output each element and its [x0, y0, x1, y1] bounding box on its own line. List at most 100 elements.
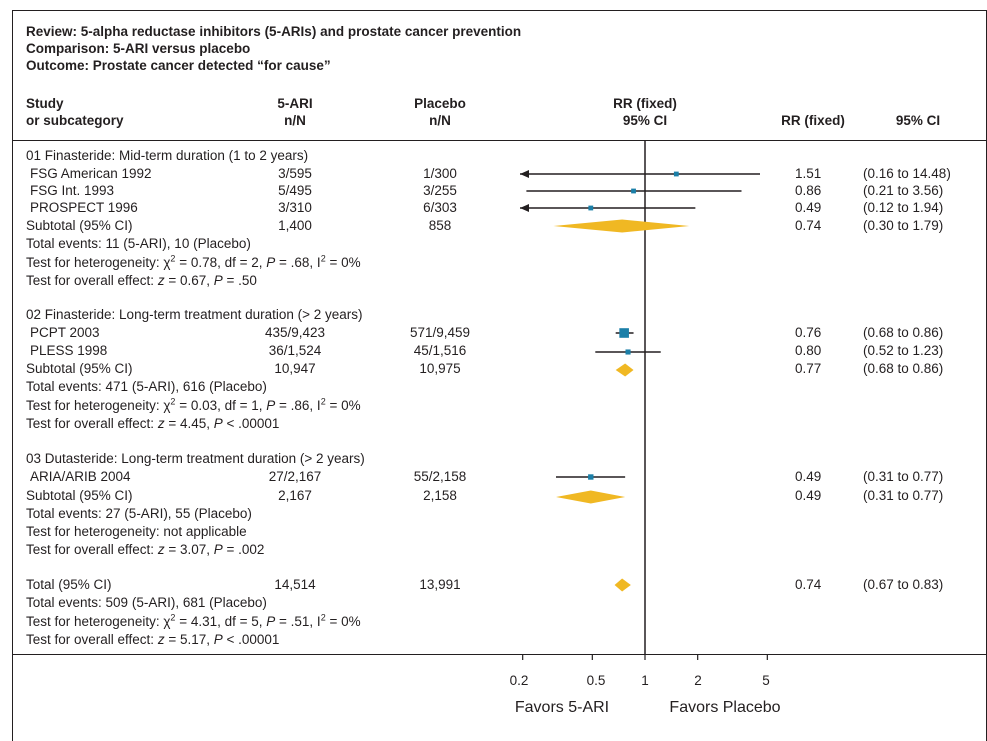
study-ari: 3/310 [278, 200, 312, 215]
study-ari: 435/9,423 [264, 325, 326, 340]
total-events: Total events: 27 (5-ARI), 55 (Placebo) [26, 506, 252, 521]
pooled-estimate-diamond [555, 490, 626, 504]
heterogeneity-test: Test for heterogeneity: χ2 = 4.31, df = … [26, 612, 361, 629]
tick-label: 1 [641, 673, 649, 688]
total-placebo: 13,991 [419, 577, 461, 592]
col-study: Study [26, 96, 64, 111]
study-estimate-square [588, 474, 594, 480]
study-rr: 0.86 [795, 183, 822, 198]
favors-5ari-label: Favors 5-ARI [514, 699, 610, 716]
subtotal-ari: 1,400 [278, 218, 312, 233]
study-ci: (0.21 to 3.56) [863, 183, 944, 198]
study-name: FSG Int. 1993 [30, 183, 115, 198]
study-estimate-square [588, 205, 594, 211]
heterogeneity-test: Test for heterogeneity: χ2 = 0.03, df = … [26, 396, 361, 413]
study-placebo: 55/2,158 [413, 469, 467, 484]
col-rr-plot: RR (fixed) [613, 96, 677, 111]
study-ci: (0.16 to 14.48) [863, 166, 951, 181]
study-ci: (0.31 to 0.77) [863, 469, 944, 484]
comparison-title: Comparison: 5-ARI versus placebo [26, 41, 251, 56]
study-placebo: 1/300 [423, 166, 457, 181]
group-title: 03 Dutasteride: Long-term treatment dura… [26, 451, 365, 466]
subtotal-placebo: 10,975 [419, 361, 461, 376]
study-ci: (0.12 to 1.94) [863, 200, 944, 215]
subtotal-label: Subtotal (95% CI) [26, 488, 133, 503]
study-rr: 0.80 [795, 343, 822, 358]
bottom-rule [12, 654, 987, 655]
subtotal-ci: (0.68 to 0.86) [863, 361, 944, 376]
study-estimate-square [625, 349, 631, 355]
total-rr: 0.74 [795, 577, 822, 592]
study-name: FSG American 1992 [30, 166, 152, 181]
ci-arrow [520, 170, 529, 178]
subtotal-ci: (0.30 to 1.79) [863, 218, 944, 233]
tick-label: 0.5 [586, 673, 606, 688]
overall-effect-test: Test for overall effect: z = 4.45, P < .… [26, 416, 280, 431]
total-events: Total events: 471 (5-ARI), 616 (Placebo) [26, 379, 267, 394]
subtotal-ari: 10,947 [274, 361, 316, 376]
study-ari: 5/495 [278, 183, 312, 198]
col-rr-value: RR (fixed) [781, 113, 845, 128]
study-estimate-square [673, 171, 679, 177]
study-ari: 3/595 [278, 166, 312, 181]
subtotal-rr: 0.77 [795, 361, 822, 376]
study-estimate-square [619, 328, 629, 338]
pooled-estimate-diamond [615, 363, 634, 377]
study-placebo: 45/1,516 [413, 343, 467, 358]
total-label: Total (95% CI) [26, 577, 112, 592]
group-title: 01 Finasteride: Mid-term duration (1 to … [26, 148, 309, 163]
ci-arrow [520, 204, 529, 212]
subtotal-ci: (0.31 to 0.77) [863, 488, 944, 503]
heterogeneity-test: Test for heterogeneity: χ2 = 0.78, df = … [26, 253, 361, 270]
study-estimate-square [631, 188, 636, 194]
col-ci: 95% CI [895, 113, 941, 128]
subtotal-rr: 0.49 [795, 488, 822, 503]
study-name: ARIA/ARIB 2004 [30, 469, 131, 484]
study-ci: (0.68 to 0.86) [863, 325, 944, 340]
col-study-sub: or subcategory [26, 113, 124, 128]
tick-label: 2 [694, 673, 702, 688]
study-name: PLESS 1998 [30, 343, 108, 358]
subtotal-placebo: 858 [428, 218, 452, 233]
header-rule [12, 140, 987, 141]
col-rr-plot-sub: 95% CI [622, 113, 668, 128]
review-title: Review: 5-alpha reductase inhibitors (5-… [26, 24, 522, 39]
outcome-title: Outcome: Prostate cancer detected “for c… [26, 58, 331, 73]
favors-placebo-label: Favors Placebo [669, 699, 781, 716]
study-rr: 1.51 [795, 166, 822, 181]
total-ci: (0.67 to 0.83) [863, 577, 944, 592]
total-events: Total events: 509 (5-ARI), 681 (Placebo) [26, 595, 267, 610]
subtotal-label: Subtotal (95% CI) [26, 218, 133, 233]
tick-label: 5 [762, 673, 770, 688]
pooled-estimate-diamond [614, 578, 631, 592]
overall-effect-test: Test for overall effect: z = 5.17, P < .… [26, 632, 280, 647]
study-rr: 0.49 [795, 469, 822, 484]
study-ci: (0.52 to 1.23) [863, 343, 944, 358]
overall-effect-test: Test for overall effect: z = 3.07, P = .… [26, 542, 265, 557]
subtotal-rr: 0.74 [795, 218, 822, 233]
subtotal-placebo: 2,158 [423, 488, 457, 503]
col-placebo-sub: n/N [429, 113, 451, 128]
study-rr: 0.76 [795, 325, 822, 340]
study-rr: 0.49 [795, 200, 822, 215]
study-placebo: 6/303 [423, 200, 457, 215]
col-ari-sub: n/N [284, 113, 306, 128]
study-ari: 27/2,167 [268, 469, 322, 484]
total-ari: 14,514 [274, 577, 316, 592]
subtotal-label: Subtotal (95% CI) [26, 361, 133, 376]
heterogeneity-test: Test for heterogeneity: not applicable [26, 524, 247, 539]
subtotal-ari: 2,167 [278, 488, 312, 503]
overall-effect-test: Test for overall effect: z = 0.67, P = .… [26, 273, 257, 288]
study-placebo: 571/9,459 [409, 325, 471, 340]
study-placebo: 3/255 [423, 183, 457, 198]
study-name: PCPT 2003 [30, 325, 100, 340]
total-events: Total events: 11 (5-ARI), 10 (Placebo) [26, 236, 251, 251]
col-placebo: Placebo [414, 96, 466, 111]
col-ari: 5-ARI [277, 96, 313, 111]
tick-label: 0.2 [509, 673, 529, 688]
study-ari: 36/1,524 [268, 343, 322, 358]
group-title: 02 Finasteride: Long-term treatment dura… [26, 307, 363, 322]
pooled-estimate-diamond [553, 219, 690, 233]
study-name: PROSPECT 1996 [30, 200, 138, 215]
